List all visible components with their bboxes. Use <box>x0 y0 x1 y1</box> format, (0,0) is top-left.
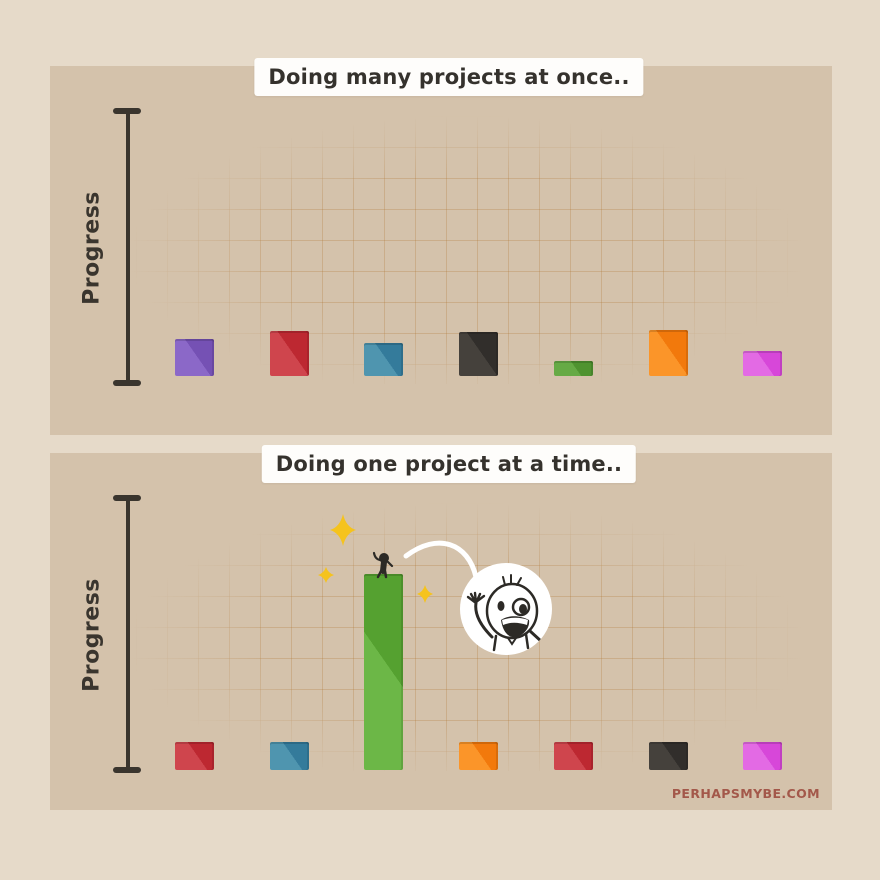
panel-title-box: Doing one project at a time.. <box>261 445 637 483</box>
bar-red2 <box>554 742 593 770</box>
y-axis-bottom-cap <box>113 380 141 386</box>
bar-black <box>649 742 688 770</box>
bar-green <box>364 574 403 770</box>
bar-teal <box>364 343 403 376</box>
y-axis-top-cap <box>113 108 141 114</box>
bars-layer <box>50 66 832 435</box>
bar-black <box>459 332 498 376</box>
panel-title-text: Doing many projects at once.. <box>268 65 630 89</box>
bars-layer <box>50 453 832 810</box>
bar-magenta <box>743 742 782 770</box>
panel-title-box: Doing many projects at once.. <box>254 58 644 96</box>
bar-red <box>270 331 309 376</box>
y-axis-line <box>126 498 130 770</box>
bar-purple <box>175 339 214 376</box>
watermark: PERHAPSMYBE.COM <box>671 786 820 801</box>
panel-one-project: Progress Doing one project at a time.. <box>50 445 832 810</box>
bar-teal <box>270 742 309 770</box>
bar-red <box>175 742 214 770</box>
y-axis-line <box>126 111 130 383</box>
y-axis-top-cap <box>113 495 141 501</box>
bar-orange <box>649 330 688 376</box>
y-axis-bottom-cap <box>113 767 141 773</box>
panel-many-projects: Progress Doing many projects at once.. <box>50 58 832 435</box>
panel-title-text: Doing one project at a time.. <box>275 452 623 476</box>
bar-green <box>554 361 593 376</box>
bar-magenta <box>743 351 782 376</box>
bar-orange <box>459 742 498 770</box>
